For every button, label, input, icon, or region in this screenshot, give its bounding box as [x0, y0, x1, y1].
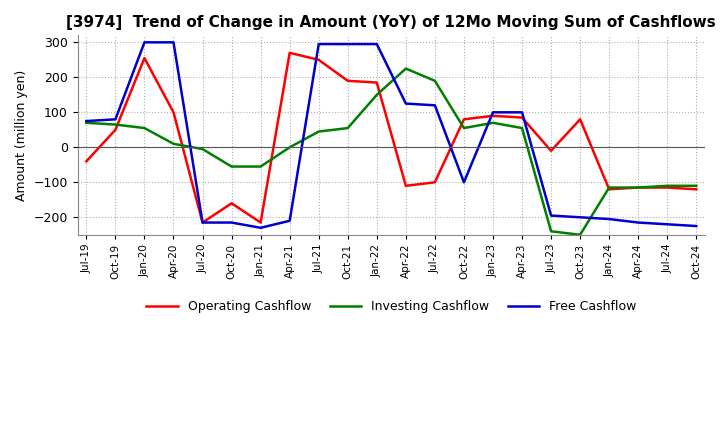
Investing Cashflow: [605, 185, 613, 190]
Operating Cashflow: [431, 180, 439, 185]
Title: [3974]  Trend of Change in Amount (YoY) of 12Mo Moving Sum of Cashflows: [3974] Trend of Change in Amount (YoY) o…: [66, 15, 716, 30]
Operating Cashflow: [82, 159, 91, 164]
Operating Cashflow: [489, 113, 498, 118]
Free Cashflow: [546, 213, 555, 218]
Operating Cashflow: [343, 78, 352, 84]
Free Cashflow: [459, 180, 468, 185]
Investing Cashflow: [285, 145, 294, 150]
Investing Cashflow: [634, 185, 642, 190]
Investing Cashflow: [692, 183, 701, 188]
Free Cashflow: [489, 110, 498, 115]
Free Cashflow: [518, 110, 526, 115]
Free Cashflow: [140, 40, 149, 45]
Investing Cashflow: [576, 232, 585, 238]
Free Cashflow: [111, 117, 120, 122]
Operating Cashflow: [692, 187, 701, 192]
Operating Cashflow: [634, 185, 642, 190]
Investing Cashflow: [256, 164, 265, 169]
Operating Cashflow: [111, 127, 120, 132]
Free Cashflow: [228, 220, 236, 225]
Y-axis label: Amount (million yen): Amount (million yen): [15, 70, 28, 201]
Free Cashflow: [315, 41, 323, 47]
Free Cashflow: [256, 225, 265, 231]
Operating Cashflow: [256, 220, 265, 225]
Free Cashflow: [605, 216, 613, 222]
Free Cashflow: [692, 224, 701, 229]
Investing Cashflow: [228, 164, 236, 169]
Free Cashflow: [634, 220, 642, 225]
Investing Cashflow: [489, 120, 498, 125]
Investing Cashflow: [169, 141, 178, 147]
Investing Cashflow: [111, 122, 120, 127]
Investing Cashflow: [518, 125, 526, 131]
Investing Cashflow: [431, 78, 439, 84]
Operating Cashflow: [228, 201, 236, 206]
Operating Cashflow: [518, 115, 526, 120]
Operating Cashflow: [605, 187, 613, 192]
Free Cashflow: [402, 101, 410, 106]
Operating Cashflow: [663, 185, 672, 190]
Operating Cashflow: [140, 55, 149, 61]
Investing Cashflow: [343, 125, 352, 131]
Free Cashflow: [576, 215, 585, 220]
Free Cashflow: [372, 41, 381, 47]
Free Cashflow: [198, 220, 207, 225]
Investing Cashflow: [459, 125, 468, 131]
Operating Cashflow: [372, 80, 381, 85]
Investing Cashflow: [198, 147, 207, 152]
Operating Cashflow: [459, 117, 468, 122]
Operating Cashflow: [402, 183, 410, 188]
Line: Investing Cashflow: Investing Cashflow: [86, 69, 696, 235]
Investing Cashflow: [546, 229, 555, 234]
Operating Cashflow: [169, 110, 178, 115]
Operating Cashflow: [285, 50, 294, 55]
Legend: Operating Cashflow, Investing Cashflow, Free Cashflow: Operating Cashflow, Investing Cashflow, …: [141, 295, 642, 318]
Investing Cashflow: [402, 66, 410, 71]
Free Cashflow: [343, 41, 352, 47]
Investing Cashflow: [140, 125, 149, 131]
Free Cashflow: [431, 103, 439, 108]
Free Cashflow: [285, 218, 294, 224]
Investing Cashflow: [663, 183, 672, 188]
Free Cashflow: [169, 40, 178, 45]
Operating Cashflow: [546, 148, 555, 154]
Investing Cashflow: [372, 92, 381, 98]
Line: Free Cashflow: Free Cashflow: [86, 42, 696, 228]
Operating Cashflow: [576, 117, 585, 122]
Investing Cashflow: [82, 120, 91, 125]
Free Cashflow: [82, 118, 91, 124]
Line: Operating Cashflow: Operating Cashflow: [86, 53, 696, 223]
Free Cashflow: [663, 222, 672, 227]
Investing Cashflow: [315, 129, 323, 134]
Operating Cashflow: [198, 220, 207, 225]
Operating Cashflow: [315, 57, 323, 62]
